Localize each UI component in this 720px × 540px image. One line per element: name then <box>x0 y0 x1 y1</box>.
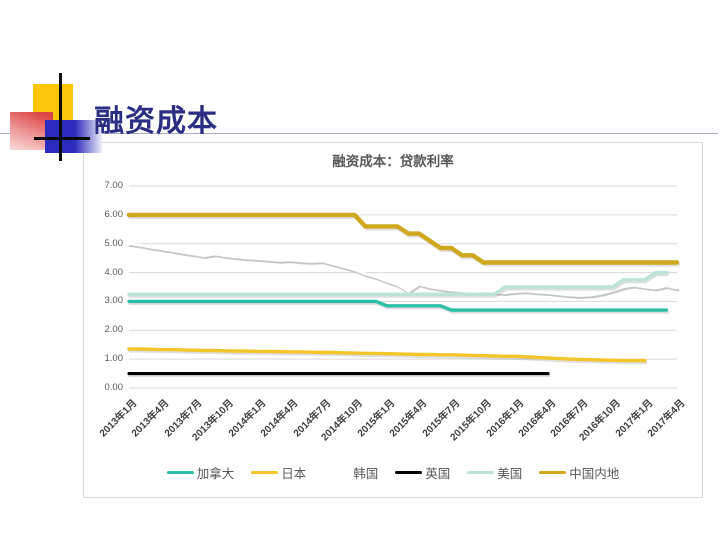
legend-item-英国: 英国 <box>395 463 450 482</box>
series-line-shadow <box>128 272 669 298</box>
chart-container: 融资成本：贷款利率 7.00 6.00 5.00 4.00 3.00 2.00 1.00 0.… <box>83 142 703 498</box>
legend-item-中国内地: 中国内地 <box>539 463 619 482</box>
legend-item-日本: 日本 <box>251 463 306 482</box>
slide-title: 融资成本 <box>94 105 218 138</box>
legend-swatch <box>251 470 279 475</box>
legend-swatch <box>323 470 351 475</box>
y-axis-label: 7.00 <box>104 180 124 191</box>
y-axis-label: 3.00 <box>104 295 124 307</box>
legend-swatch <box>539 470 567 475</box>
decoration-vertical-line <box>59 73 62 161</box>
y-axis-label: 5.00 <box>104 237 124 249</box>
legend-swatch <box>395 470 423 475</box>
legend-item-加拿大: 加拿大 <box>166 463 235 482</box>
legend-swatch <box>166 470 194 475</box>
series-line-shadow <box>128 349 648 365</box>
y-axis-label: 1.00 <box>104 353 124 365</box>
legend-swatch <box>467 470 495 475</box>
legend-label: 美国 <box>497 467 523 481</box>
decoration-blue-square <box>45 120 102 153</box>
legend-label: 加拿大 <box>196 467 235 481</box>
y-axis-label: 4.00 <box>104 266 124 278</box>
legend-label: 韩国 <box>353 467 379 481</box>
chart-title: 融资成本：贷款利率 <box>332 154 454 169</box>
series-line-shadow <box>128 301 669 314</box>
series-line-中国内地 <box>126 212 680 265</box>
series-line-日本 <box>127 347 647 363</box>
legend-item-美国: 美国 <box>467 463 522 482</box>
series-line-韩国 <box>127 242 679 297</box>
series-line-美国 <box>127 270 668 296</box>
decoration-horizontal-line <box>34 137 90 140</box>
y-axis-label: 0.00 <box>104 382 124 393</box>
legend-label: 中国内地 <box>569 467 620 481</box>
y-axis-label: 6.00 <box>104 208 124 220</box>
title-underline-rule <box>0 133 718 134</box>
line-chart-plot <box>126 185 681 389</box>
chart-legend: 加拿大 日本 韩国 英国 美国 中国内地 <box>84 463 702 482</box>
y-axis-label: 2.00 <box>104 324 124 336</box>
legend-label: 英国 <box>425 467 451 481</box>
series-line-加拿大 <box>127 299 668 312</box>
legend-item-韩国: 韩国 <box>323 463 378 482</box>
legend-label: 日本 <box>281 467 307 481</box>
